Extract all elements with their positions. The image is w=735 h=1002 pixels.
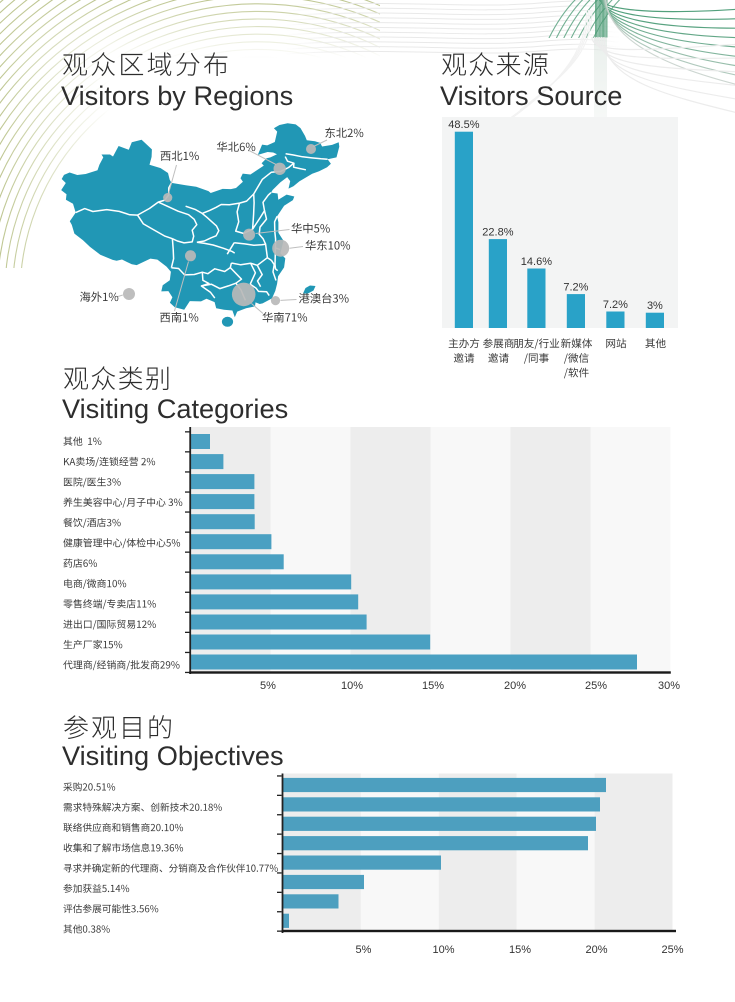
svg-text:10%: 10%: [341, 680, 363, 692]
svg-text:15%: 15%: [422, 680, 444, 692]
svg-text:Visiting Objectives: Visiting Objectives: [62, 740, 284, 771]
svg-text:25%: 25%: [661, 944, 683, 956]
svg-text:20%: 20%: [504, 680, 526, 692]
svg-text:3%: 3%: [647, 300, 663, 312]
svg-text:20%: 20%: [585, 944, 607, 956]
svg-text:7.2%: 7.2%: [563, 282, 588, 294]
svg-text:14.6%: 14.6%: [521, 256, 552, 268]
svg-text:5%: 5%: [356, 944, 372, 956]
svg-text:48.5%: 48.5%: [448, 119, 479, 131]
svg-text:22.8%: 22.8%: [482, 227, 513, 239]
svg-text:5%: 5%: [260, 680, 276, 692]
svg-text:30%: 30%: [658, 680, 680, 692]
svg-text:7.2%: 7.2%: [603, 299, 628, 311]
svg-text:Visitors Source: Visitors Source: [440, 80, 622, 111]
svg-text:15%: 15%: [509, 944, 531, 956]
svg-text:Visiting Categories: Visiting Categories: [62, 393, 288, 424]
svg-text:10%: 10%: [432, 944, 454, 956]
svg-text:25%: 25%: [585, 680, 607, 692]
svg-text:Visitors by Regions: Visitors by Regions: [61, 80, 293, 111]
